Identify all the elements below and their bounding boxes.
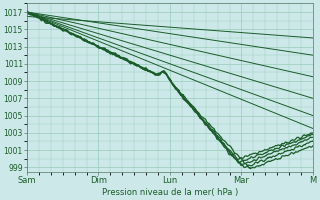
X-axis label: Pression niveau de la mer( hPa ): Pression niveau de la mer( hPa ) bbox=[102, 188, 238, 197]
